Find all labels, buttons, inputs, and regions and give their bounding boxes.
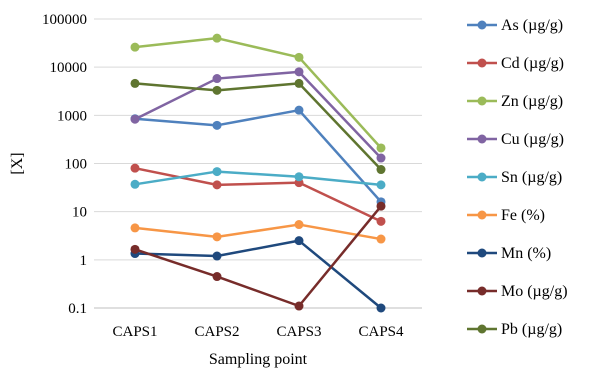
series-line xyxy=(134,239,382,309)
data-point xyxy=(376,201,386,211)
data-point xyxy=(376,143,386,153)
data-point xyxy=(130,78,140,88)
series-group xyxy=(130,201,386,311)
series-group xyxy=(130,163,386,226)
data-point xyxy=(294,52,304,62)
y-tick-label: 0.1 xyxy=(68,301,87,317)
y-tick-label: 1000 xyxy=(57,108,87,124)
data-point xyxy=(294,220,304,230)
x-tick-label: CAPS1 xyxy=(112,324,157,340)
data-point xyxy=(376,216,386,226)
y-tick-label: 10000 xyxy=(50,60,88,76)
legend-label: Mo (µg/g) xyxy=(501,283,568,300)
data-point xyxy=(294,67,304,77)
data-point xyxy=(212,180,222,190)
legend-label: Cu (µg/g) xyxy=(501,131,564,148)
legend-item: Zn (µg/g) xyxy=(467,93,563,110)
data-point xyxy=(212,33,222,43)
data-point xyxy=(212,272,222,282)
legend-item: Cu (µg/g) xyxy=(467,131,564,148)
legend-item: Fe (%) xyxy=(467,207,545,224)
legend-label: Pb (µg/g) xyxy=(501,321,562,338)
series-line xyxy=(134,70,382,159)
legend-label: Zn (µg/g) xyxy=(501,93,563,110)
data-point xyxy=(294,78,304,88)
data-point xyxy=(130,42,140,52)
data-point xyxy=(294,301,304,311)
series-line xyxy=(134,36,382,149)
legend-swatch-marker xyxy=(477,286,487,296)
data-point xyxy=(212,74,222,84)
data-point xyxy=(130,223,140,233)
legend-swatch-marker xyxy=(477,248,487,258)
series-line xyxy=(134,166,382,223)
legend-swatch-marker xyxy=(477,96,487,106)
x-tick-label: CAPS2 xyxy=(194,324,239,340)
legend-item: Cd (µg/g) xyxy=(467,55,564,72)
data-point xyxy=(376,234,386,244)
y-tick-label: 100000 xyxy=(42,12,87,28)
data-point xyxy=(376,180,386,190)
data-point xyxy=(212,120,222,130)
y-tick-label: 100 xyxy=(65,157,88,173)
series-group xyxy=(130,67,386,163)
data-point xyxy=(376,303,386,313)
legend-item: Mo (µg/g) xyxy=(467,283,568,300)
series-line xyxy=(134,223,382,241)
series-line xyxy=(134,108,382,203)
series-line xyxy=(134,205,382,308)
series-group xyxy=(130,33,386,153)
series-line xyxy=(134,170,382,187)
y-tick-label: 10 xyxy=(72,205,87,221)
x-tick-label: CAPS3 xyxy=(276,324,321,340)
legend-item: As (µg/g) xyxy=(467,17,563,34)
series-group xyxy=(130,167,386,190)
legend-swatch-marker xyxy=(477,20,487,30)
data-point xyxy=(212,232,222,242)
axes: 0.1 1 10 100 1000 10000 100000 CAPS1 CAPS2 CAPS3 C… xyxy=(42,12,422,340)
series-line xyxy=(134,82,382,171)
data-point xyxy=(376,153,386,163)
series-group xyxy=(130,220,386,244)
data-point xyxy=(130,179,140,189)
data-point xyxy=(130,163,140,173)
gridlines xyxy=(94,18,422,309)
data-point xyxy=(294,105,304,115)
data-point xyxy=(376,165,386,175)
legend-label: Fe (%) xyxy=(501,207,545,224)
legend-swatch-marker xyxy=(477,324,487,334)
data-point xyxy=(130,244,140,254)
legend-swatch-marker xyxy=(477,58,487,68)
legend-label: Cd (µg/g) xyxy=(501,55,564,72)
legend-item: Mn (%) xyxy=(467,245,551,262)
data-point xyxy=(294,236,304,246)
x-axis-title: Sampling point xyxy=(209,351,308,368)
legend-swatch-marker xyxy=(477,172,487,182)
legend-swatch-marker xyxy=(477,210,487,220)
data-point xyxy=(294,172,304,182)
legend-swatch-marker xyxy=(477,134,487,144)
series-group xyxy=(130,78,386,175)
legend: As (µg/g) Cd (µg/g) Zn (µg/g) Cu (µg/g) Sn (… xyxy=(467,17,568,338)
data-point xyxy=(212,167,222,177)
legend-label: Sn (µg/g) xyxy=(501,169,562,186)
y-tick-label: 1 xyxy=(80,253,88,269)
legend-item: Pb (µg/g) xyxy=(467,321,562,338)
data-point xyxy=(212,85,222,95)
data-point xyxy=(130,114,140,124)
x-tick-label: CAPS4 xyxy=(358,324,404,340)
legend-label: As (µg/g) xyxy=(501,17,563,34)
legend-item: Sn (µg/g) xyxy=(467,169,562,186)
y-axis-title: [X] xyxy=(9,152,26,174)
data-point xyxy=(212,251,222,261)
legend-label: Mn (%) xyxy=(501,245,551,262)
series-group xyxy=(130,33,386,313)
